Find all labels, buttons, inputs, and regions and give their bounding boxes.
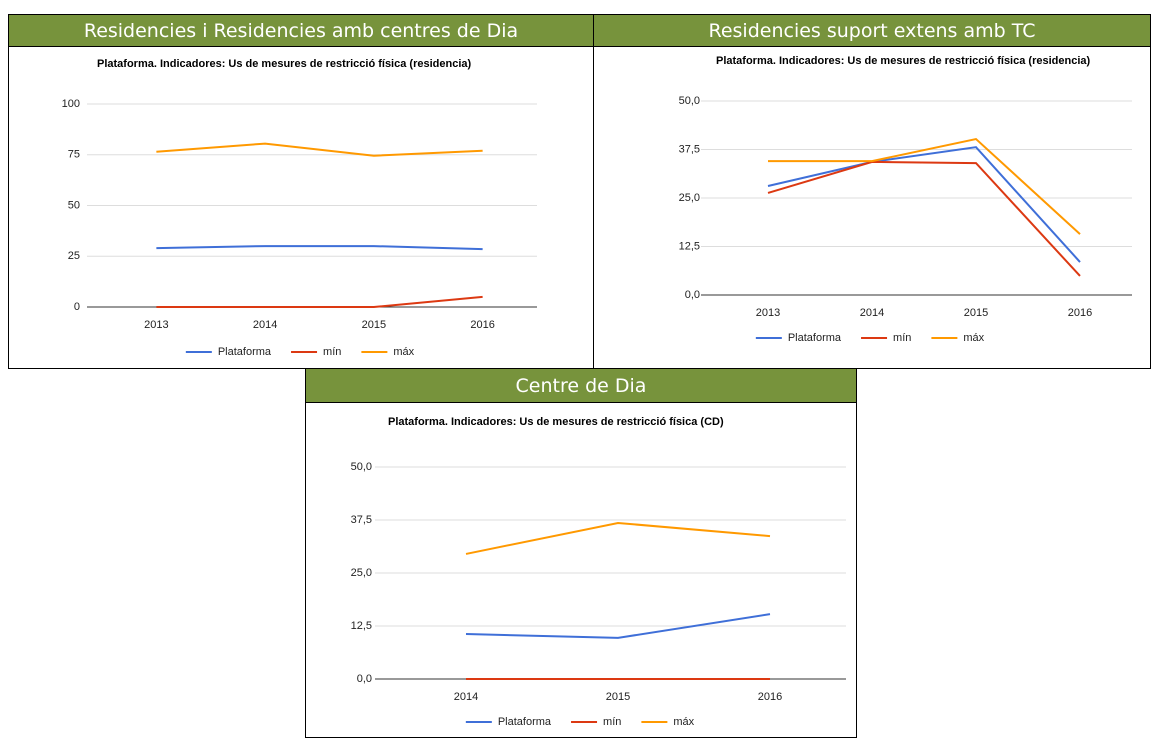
chart-title: Plataforma. Indicadores: Us de mesures d… bbox=[388, 416, 724, 428]
y-tick-label: 0,0 bbox=[357, 673, 372, 685]
y-tick-label: 25 bbox=[68, 250, 80, 262]
y-tick-label: 50 bbox=[68, 199, 80, 211]
x-tick-label: 2015 bbox=[964, 307, 988, 319]
panel-header: Residencies suport extens amb TC bbox=[593, 14, 1151, 47]
x-tick-label: 2013 bbox=[144, 319, 168, 331]
y-tick-label: 12,5 bbox=[351, 620, 372, 632]
y-tick-label: 0 bbox=[74, 301, 80, 313]
legend-label: mín bbox=[893, 332, 911, 344]
y-tick-label: 12,5 bbox=[679, 240, 700, 252]
series-line bbox=[156, 295, 483, 308]
legend-label: máx bbox=[393, 346, 414, 358]
legend-label: Plataforma bbox=[498, 716, 552, 728]
chart-title: Plataforma. Indicadores: Us de mesures d… bbox=[716, 55, 1091, 67]
x-tick-label: 2014 bbox=[860, 307, 884, 319]
series-line bbox=[768, 137, 1081, 235]
x-tick-label: 2016 bbox=[1068, 307, 1092, 319]
x-tick-label: 2015 bbox=[606, 691, 630, 703]
legend-label: máx bbox=[673, 716, 694, 728]
chart-title: Plataforma. Indicadores: Us de mesures d… bbox=[97, 58, 472, 70]
y-tick-label: 25,0 bbox=[679, 192, 700, 204]
series-line bbox=[767, 146, 1081, 263]
legend-label: máx bbox=[963, 332, 984, 344]
legend-label: mín bbox=[603, 716, 621, 728]
legend-label: Plataforma bbox=[218, 346, 272, 358]
series-line bbox=[156, 245, 483, 251]
legend-label: Plataforma bbox=[788, 332, 842, 344]
x-tick-label: 2013 bbox=[756, 307, 780, 319]
x-tick-label: 2014 bbox=[454, 691, 478, 703]
y-tick-label: 37,5 bbox=[351, 514, 372, 526]
x-tick-label: 2016 bbox=[470, 319, 494, 331]
y-tick-label: 100 bbox=[62, 98, 80, 110]
panel-header: Centre de Dia bbox=[305, 368, 857, 403]
y-tick-label: 50,0 bbox=[679, 95, 700, 107]
x-tick-label: 2016 bbox=[758, 691, 782, 703]
series-line bbox=[465, 613, 771, 639]
legend-label: mín bbox=[323, 346, 341, 358]
x-tick-label: 2015 bbox=[362, 319, 386, 331]
y-tick-label: 37,5 bbox=[679, 143, 700, 155]
series-line bbox=[156, 142, 483, 157]
y-tick-label: 25,0 bbox=[351, 567, 372, 579]
series-line bbox=[465, 521, 771, 555]
series-line bbox=[767, 160, 1081, 277]
y-tick-label: 50,0 bbox=[351, 461, 372, 473]
y-tick-label: 75 bbox=[68, 149, 80, 161]
x-tick-label: 2014 bbox=[253, 319, 277, 331]
panel-header: Residencies i Residencies amb centres de… bbox=[8, 14, 594, 47]
y-tick-label: 0,0 bbox=[685, 289, 700, 301]
